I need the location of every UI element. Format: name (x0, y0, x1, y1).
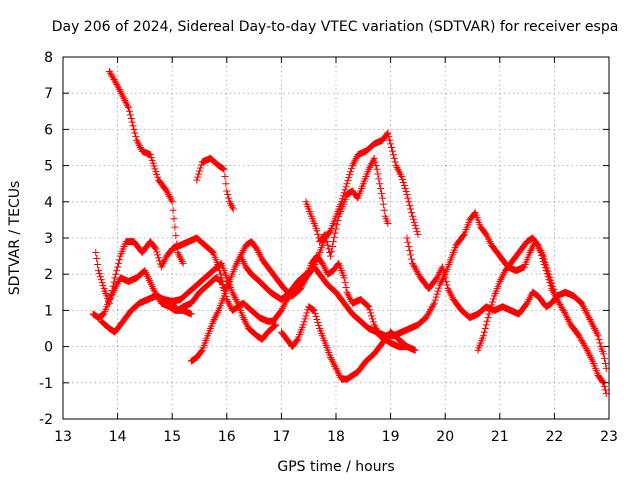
series-track-8 (302, 154, 392, 260)
y-tick-labels: -2 -1 0 1 2 3 4 5 6 7 8 (39, 50, 53, 428)
series-track-11 (403, 234, 610, 372)
y-tick-label: -1 (39, 376, 53, 392)
y-tick-label: 2 (44, 267, 53, 283)
marker-path-track-8 (302, 154, 392, 260)
x-tick-label: 19 (382, 429, 400, 445)
series-track-1 (105, 67, 187, 267)
y-axis-label: SDTVAR / TECUs (7, 181, 23, 296)
x-tick-label: 14 (109, 429, 127, 445)
x-tick-label: 15 (163, 429, 181, 445)
x-tick-label: 17 (272, 429, 290, 445)
marker-path-track-12 (474, 234, 558, 354)
y-tick-label: 8 (44, 50, 53, 66)
x-tick-label: 21 (491, 429, 509, 445)
y-tick-label: 6 (44, 122, 53, 138)
series-track-12 (474, 234, 558, 354)
grid-lines (63, 57, 609, 419)
y-tick-label: 3 (44, 231, 53, 247)
x-tick-labels: 13 14 15 16 17 18 19 20 21 22 23 (54, 429, 618, 445)
y-tick-label: 0 (44, 340, 53, 356)
x-tick-label: 18 (327, 429, 345, 445)
marker-path-track-2 (193, 154, 237, 213)
marker-path-track-5 (97, 259, 280, 343)
y-tick-label: 7 (44, 86, 53, 102)
axis-ticks (62, 56, 610, 420)
marker-path-track-1 (105, 67, 187, 267)
data-points (89, 67, 610, 398)
x-tick-label: 22 (545, 429, 563, 445)
x-tick-label: 23 (600, 429, 618, 445)
y-tick-label: 1 (44, 303, 53, 319)
marker-path-track-11 (403, 234, 610, 372)
chart-title: Day 206 of 2024, Sidereal Day-to-day VTE… (52, 19, 619, 35)
x-tick-label: 16 (218, 429, 236, 445)
series-track-5 (97, 259, 280, 343)
x-tick-label: 20 (436, 429, 454, 445)
y-tick-label: 5 (44, 159, 53, 175)
x-tick-label: 13 (54, 429, 72, 445)
y-tick-label: 4 (44, 195, 53, 211)
series-track-2 (193, 154, 237, 213)
y-tick-label: -2 (39, 412, 53, 428)
x-axis-label: GPS time / hours (277, 459, 394, 475)
